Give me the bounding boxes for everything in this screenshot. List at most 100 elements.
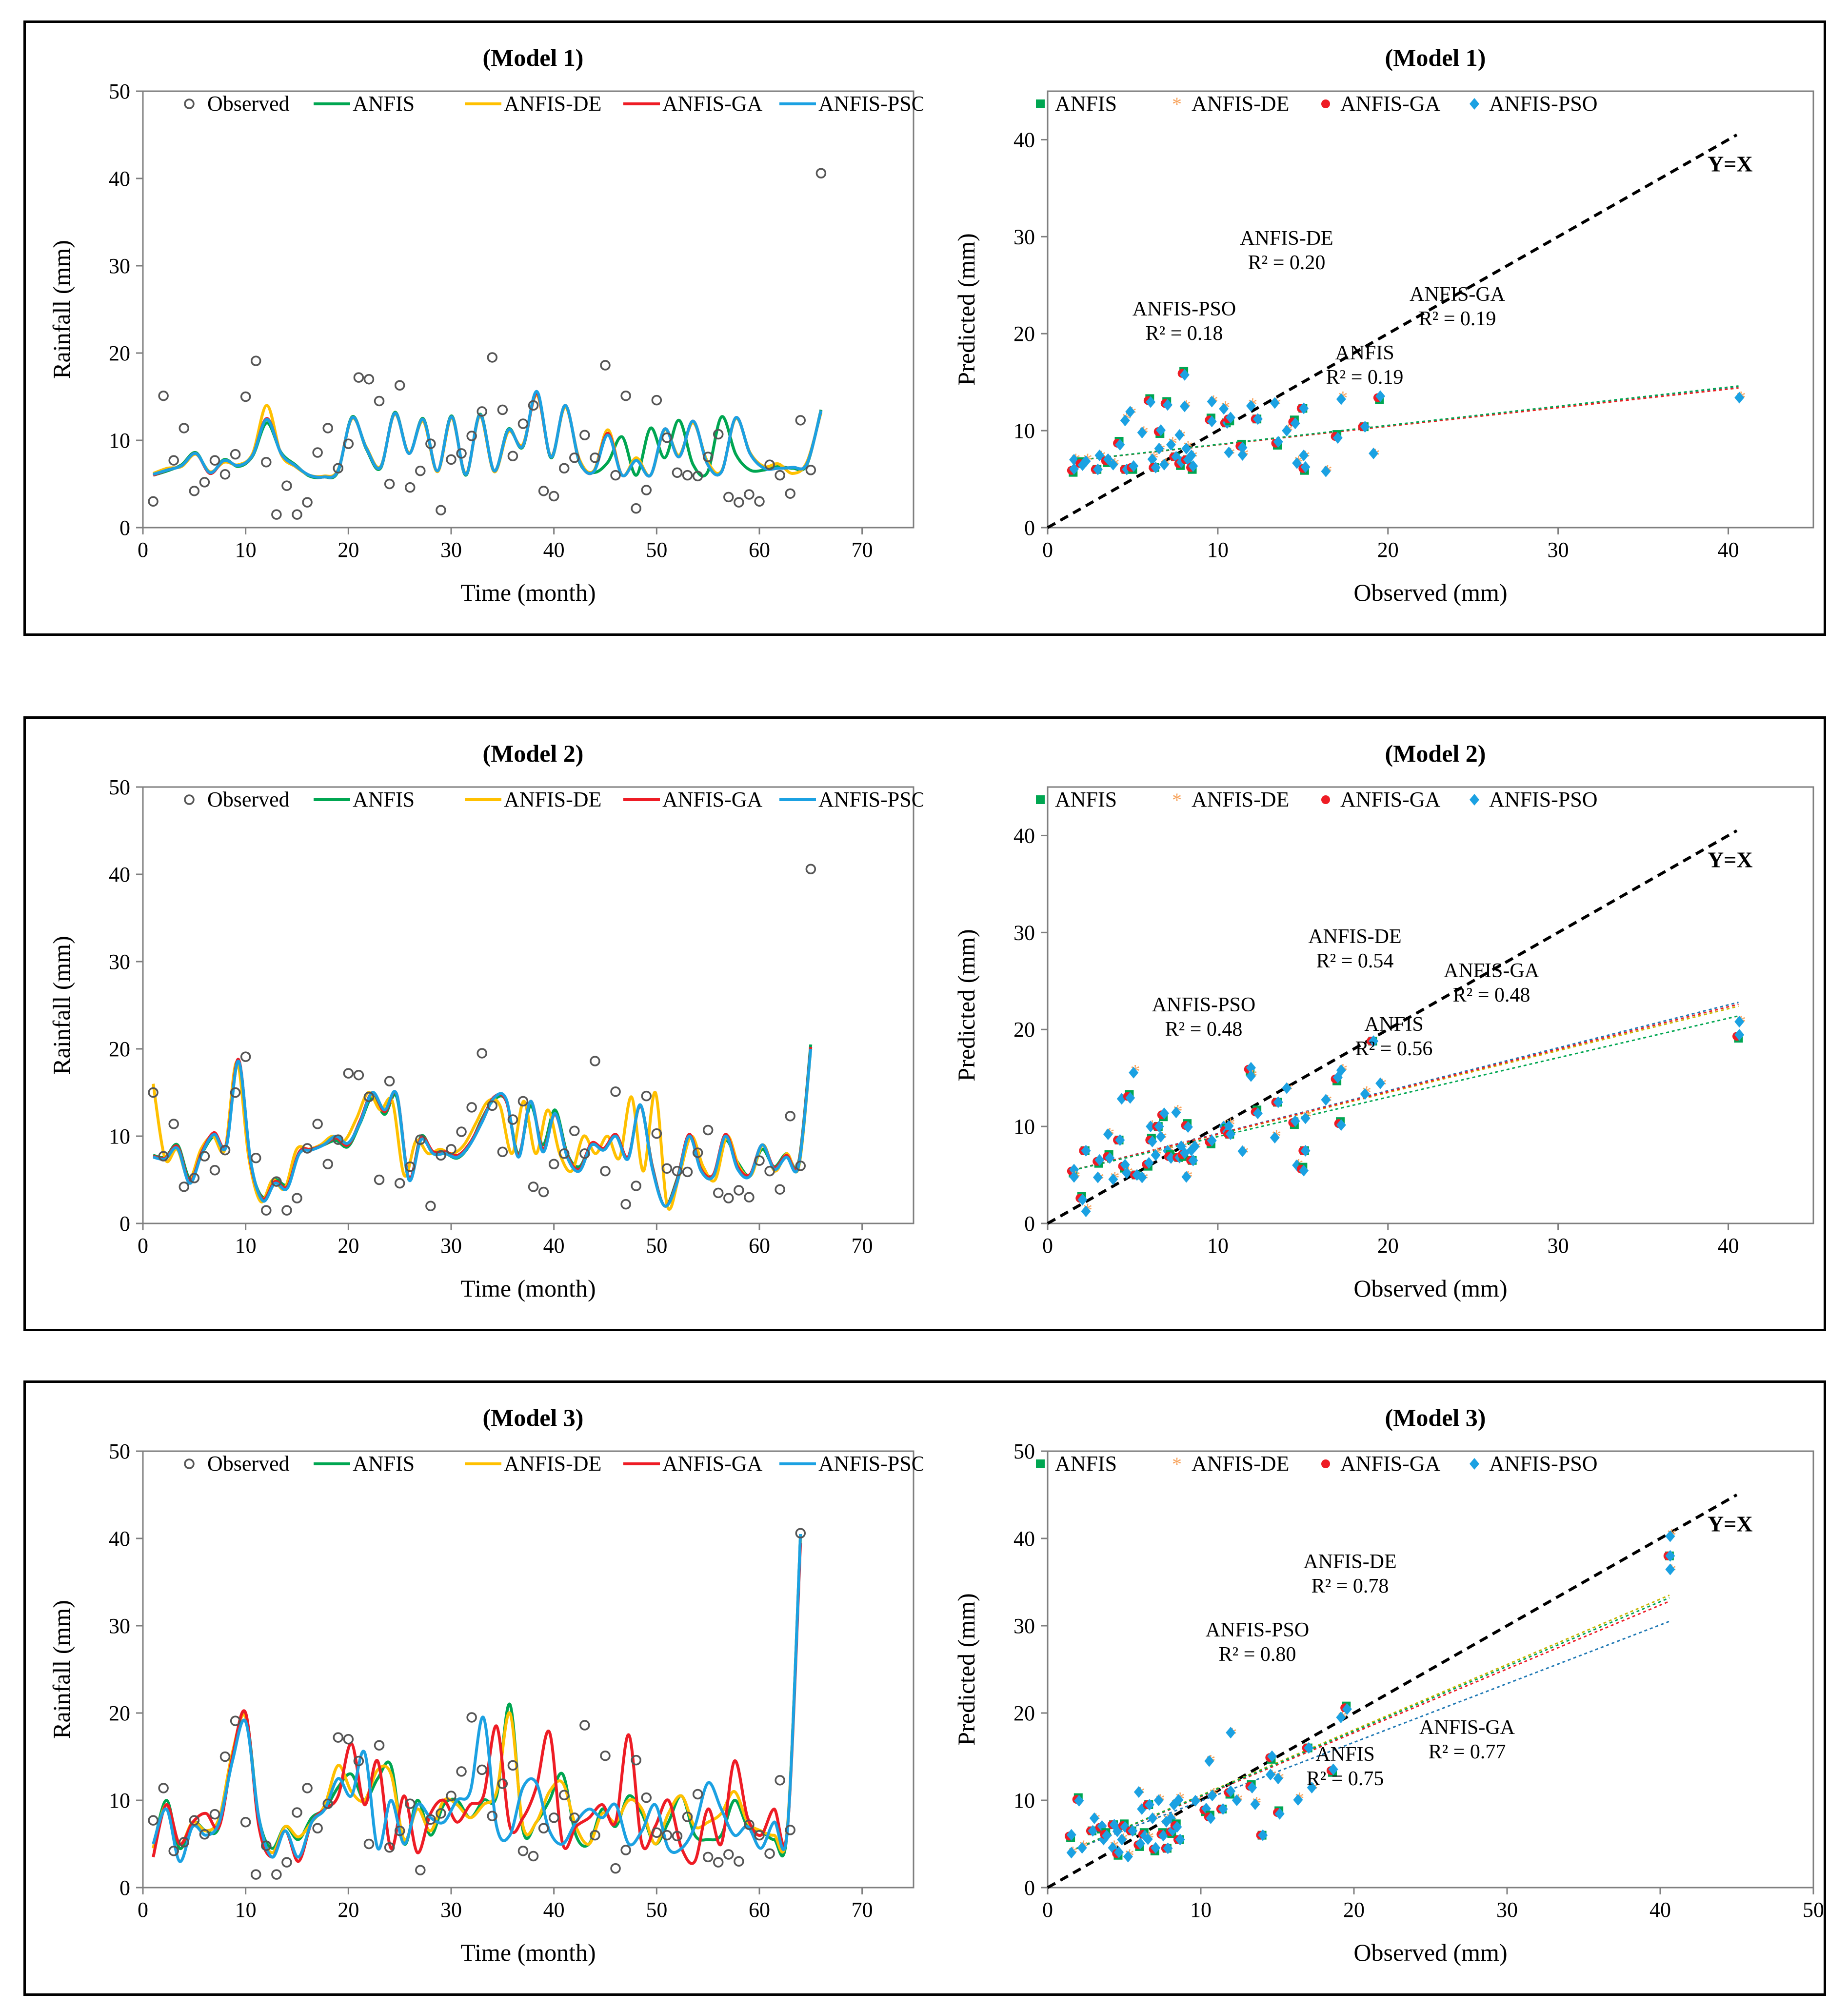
observed-point bbox=[569, 1125, 580, 1137]
observed-point bbox=[179, 423, 190, 433]
observed-point bbox=[672, 467, 683, 478]
x-tick-label: 0 bbox=[1042, 1898, 1053, 1922]
observed-point bbox=[446, 1791, 457, 1801]
observed-point bbox=[497, 404, 508, 415]
observed-point bbox=[692, 1789, 703, 1800]
legend-label-anfis: ANFIS bbox=[1055, 1452, 1117, 1476]
point-anfis-pso bbox=[1290, 417, 1300, 430]
plot-area-border bbox=[142, 90, 914, 529]
observed-point bbox=[219, 469, 231, 480]
point-anfis-pso bbox=[1369, 1035, 1379, 1047]
plot-area-border bbox=[1047, 90, 1814, 529]
x-tick-label: 60 bbox=[749, 1898, 770, 1922]
point-anfis-pso bbox=[1081, 1144, 1091, 1157]
y-tick-label: 0 bbox=[119, 1876, 130, 1900]
y-axis-label: Predicted (mm) bbox=[953, 929, 980, 1081]
x-tick-label: 0 bbox=[138, 1234, 148, 1258]
observed-point bbox=[261, 1840, 272, 1851]
observed-point bbox=[322, 1159, 333, 1170]
point-anfis-pso bbox=[1258, 1829, 1268, 1841]
legend-label-anfis-ga: ANFIS-GA bbox=[1340, 92, 1441, 116]
observed-point bbox=[558, 463, 570, 474]
observed-point bbox=[548, 1159, 559, 1170]
observed-point bbox=[168, 1846, 179, 1856]
observed-point bbox=[384, 1842, 395, 1853]
point-anfis-pso bbox=[1159, 1107, 1169, 1120]
observed-point bbox=[281, 480, 292, 491]
point-anfis-pso bbox=[1122, 463, 1132, 475]
point-anfis-pso bbox=[1304, 1742, 1314, 1754]
y-tick-label: 50 bbox=[1013, 1439, 1035, 1463]
annotation-model-name: ANFIS-GA bbox=[1444, 960, 1540, 982]
point-anfis-pso bbox=[1342, 1703, 1352, 1715]
point-anfis-pso bbox=[1077, 1194, 1088, 1206]
point-anfis-pso bbox=[1094, 1154, 1105, 1166]
x-tick-label: 40 bbox=[1718, 1234, 1739, 1258]
point-anfis-pso bbox=[1332, 432, 1343, 444]
x-tick-label: 20 bbox=[1377, 1234, 1399, 1258]
observed-point bbox=[641, 1090, 652, 1102]
observed-point bbox=[189, 1173, 200, 1183]
observed-point bbox=[795, 415, 806, 426]
point-anfis-pso bbox=[1069, 1171, 1079, 1183]
observed-point bbox=[620, 1199, 631, 1210]
point-anfis-pso bbox=[1360, 1088, 1370, 1100]
panel-model-2: 0 10 20 30 40 50 60 70 0 10 20 30 40 50 Time (month) Ra… bbox=[23, 716, 1826, 1331]
x-tick-label: 50 bbox=[646, 1898, 667, 1922]
point-anfis-pso bbox=[1154, 1121, 1164, 1133]
scatter-chart-model-2: 0 10 20 30 40 0 10 20 30 40 Observed (mm) Predicted… bbox=[953, 740, 1814, 1302]
observed-point bbox=[384, 478, 395, 490]
point-anfis-pso bbox=[1179, 369, 1190, 381]
point-anfis-pso bbox=[1267, 1750, 1277, 1762]
observed-point bbox=[158, 1151, 169, 1162]
point-anfis-pso bbox=[1069, 1163, 1079, 1176]
annotation-r2: R² = 0.20 bbox=[1248, 252, 1326, 274]
x-tick-label: 20 bbox=[1377, 538, 1399, 562]
point-anfis-pso bbox=[1146, 1121, 1156, 1133]
observed-point bbox=[682, 1166, 693, 1178]
x-tick-label: 40 bbox=[1718, 538, 1739, 562]
y-tick-label: 10 bbox=[1013, 1115, 1035, 1139]
legend-label-anfis-de: ANFIS-DE bbox=[1192, 92, 1289, 116]
legend-label-anfis-de: ANFIS-DE bbox=[504, 1452, 601, 1476]
y-tick-label: 20 bbox=[1013, 1701, 1035, 1725]
observed-point bbox=[199, 477, 210, 488]
point-anfis-pso bbox=[1103, 1128, 1113, 1141]
observed-point bbox=[292, 509, 302, 520]
x-tick-label: 10 bbox=[235, 1898, 257, 1922]
observed-point bbox=[785, 488, 795, 499]
point-anfis-pso bbox=[1336, 1064, 1346, 1076]
legend-label-anfis-de: ANFIS-DE bbox=[504, 92, 601, 116]
x-axis-label: Observed (mm) bbox=[1353, 1939, 1507, 1966]
observed-point bbox=[179, 1837, 190, 1848]
observed-point bbox=[507, 451, 518, 461]
point-anfis-pso bbox=[1179, 400, 1190, 413]
legend-label-anfis: ANFIS bbox=[353, 1452, 415, 1476]
annotation-model-name: ANFIS-PSO bbox=[1206, 1619, 1309, 1641]
legend-marker-anfis bbox=[1036, 99, 1045, 108]
legend-label-anfis-pso: ANFIS-PSO bbox=[818, 1452, 923, 1476]
observed-point bbox=[713, 1187, 724, 1199]
point-anfis-pso bbox=[1077, 1842, 1087, 1854]
y-equals-x-label: Y=X bbox=[1708, 1512, 1753, 1536]
observed-point bbox=[477, 406, 487, 417]
observed-point bbox=[713, 1857, 724, 1868]
observed-point bbox=[764, 459, 775, 470]
scatter-chart-model-3: 0 10 20 30 40 50 0 10 20 30 40 50 Observed (mm) Predi… bbox=[953, 1404, 1823, 1966]
point-anfis-pso bbox=[1270, 397, 1280, 409]
x-axis-label: Time (month) bbox=[460, 1939, 596, 1966]
series-line-anfis-pso bbox=[152, 1534, 802, 1863]
observed-point bbox=[631, 1181, 641, 1191]
point-anfis-pso bbox=[1190, 1140, 1200, 1152]
x-tick-label: 0 bbox=[1042, 538, 1053, 562]
y-tick-label: 30 bbox=[1013, 225, 1035, 249]
point-anfis-pso bbox=[1093, 1171, 1103, 1183]
point-anfis-pso bbox=[1369, 447, 1379, 459]
point-anfis-pso bbox=[1299, 1164, 1309, 1177]
x-tick-label: 50 bbox=[1803, 1898, 1823, 1922]
point-anfis-pso bbox=[1137, 427, 1147, 439]
point-anfis-pso bbox=[1148, 1812, 1158, 1824]
y-tick-label: 30 bbox=[1013, 921, 1035, 945]
plot-area-border bbox=[142, 786, 914, 1224]
observed-point bbox=[590, 453, 600, 463]
